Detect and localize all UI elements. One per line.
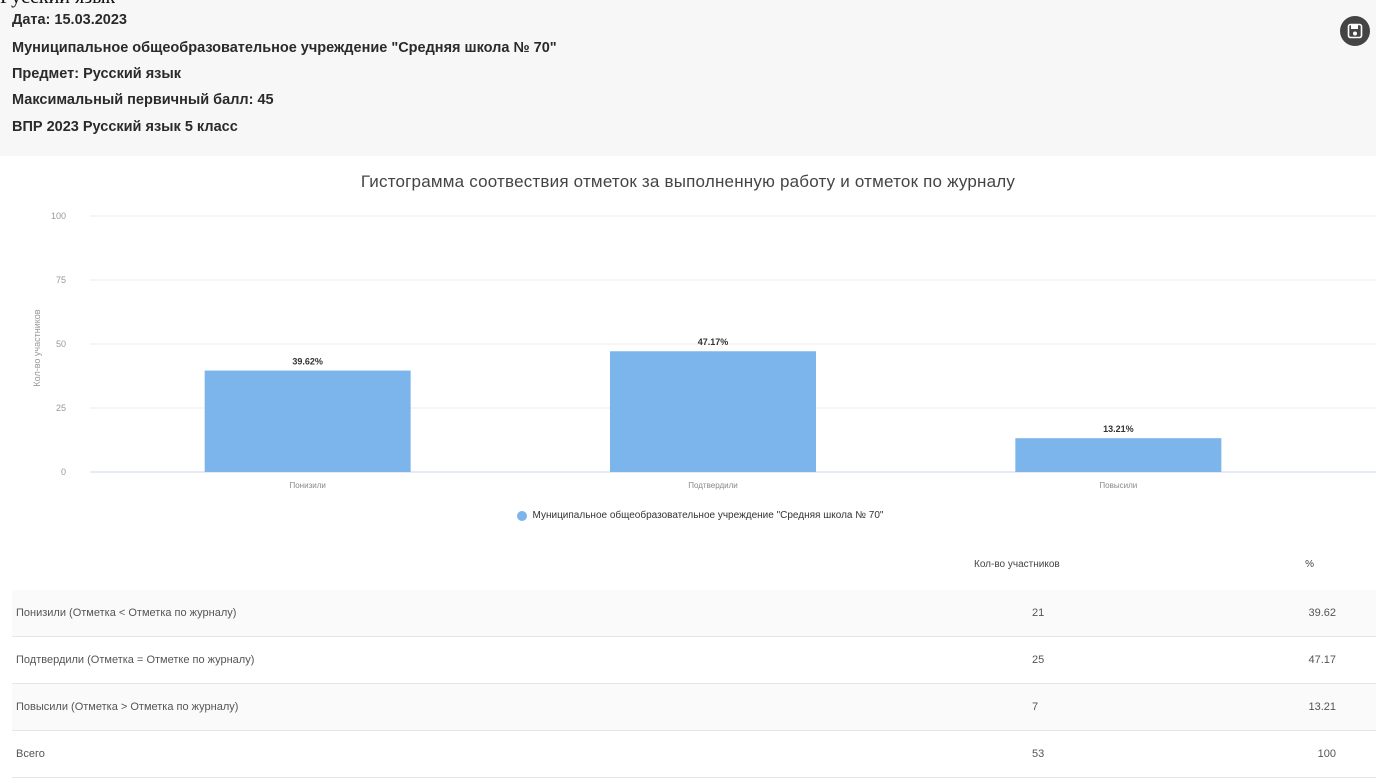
- legend-label: Муниципальное общеобразовательное учрежд…: [532, 510, 884, 521]
- bar: [204, 370, 411, 472]
- row-percent: 100: [1317, 748, 1336, 760]
- table-header-row: Кол-во участников %: [12, 548, 1376, 590]
- row-percent: 13.21: [1308, 701, 1336, 713]
- row-label: Понизили (Отметка < Отметка по журналу): [16, 607, 237, 619]
- results-table: Кол-во участников % Понизили (Отметка < …: [12, 548, 1376, 778]
- table-row: Повысили (Отметка > Отметка по журналу) …: [12, 684, 1376, 731]
- subject: Предмет: Русский язык: [12, 66, 182, 82]
- save-icon: [1347, 23, 1363, 39]
- max-score: Максимальный первичный балл: 45: [12, 92, 274, 108]
- x-tick-label: Подтвердили: [688, 481, 738, 490]
- save-button[interactable]: [1340, 16, 1370, 46]
- page-top-cut-text: Русский язык: [0, 0, 115, 8]
- table-row-total: Всего 53 100: [12, 731, 1376, 778]
- chart-title: Гистограмма соотвествия отметок за выпол…: [360, 172, 1016, 191]
- bar-data-label: 13.21%: [1103, 424, 1134, 434]
- bar-chart: 0 25 50 75 100 Кол-во участников 39.62% Понизил…: [32, 211, 1376, 490]
- row-label: Подтвердили (Отметка = Отметке по журнал…: [16, 654, 255, 666]
- bar: [1015, 438, 1222, 472]
- y-tick-label: 100: [51, 211, 66, 221]
- y-tick-label: 25: [56, 403, 66, 413]
- table-header-percent: %: [1305, 559, 1314, 570]
- row-label: Всего: [16, 748, 45, 760]
- y-tick-label: 0: [61, 467, 66, 477]
- table-row: Подтвердили (Отметка = Отметке по журнал…: [12, 637, 1376, 684]
- y-axis-label: Кол-во участников: [32, 309, 42, 386]
- report-date: Дата: 15.03.2023: [12, 12, 127, 28]
- row-count: 25: [1032, 654, 1045, 666]
- x-tick-label: Повысили: [1099, 481, 1137, 490]
- row-count: 21: [1032, 607, 1045, 619]
- x-tick-label: Понизили: [289, 481, 325, 490]
- bar: [610, 351, 816, 472]
- legend-marker: [516, 510, 527, 521]
- table-header-count: Кол-во участников: [974, 559, 1060, 570]
- school-name: Муниципальное общеобразовательное учрежд…: [12, 40, 557, 56]
- chart-legend[interactable]: Муниципальное общеобразовательное учрежд…: [0, 510, 1376, 521]
- y-tick-label: 75: [56, 275, 66, 285]
- row-percent: 47.17: [1308, 654, 1336, 666]
- bar-data-label: 39.62%: [292, 357, 323, 367]
- exam-title: ВПР 2023 Русский язык 5 класс: [12, 119, 238, 135]
- y-tick-label: 50: [56, 339, 66, 349]
- row-percent: 39.62: [1308, 607, 1336, 619]
- row-count: 7: [1032, 701, 1039, 713]
- row-label: Повысили (Отметка > Отметка по журналу): [16, 701, 239, 713]
- bar-data-label: 47.17%: [698, 337, 729, 347]
- row-count: 53: [1032, 748, 1045, 760]
- table-row: Понизили (Отметка < Отметка по журналу) …: [12, 590, 1376, 637]
- report-header: Дата: 15.03.2023 Муниципальное общеобраз…: [0, 0, 1376, 156]
